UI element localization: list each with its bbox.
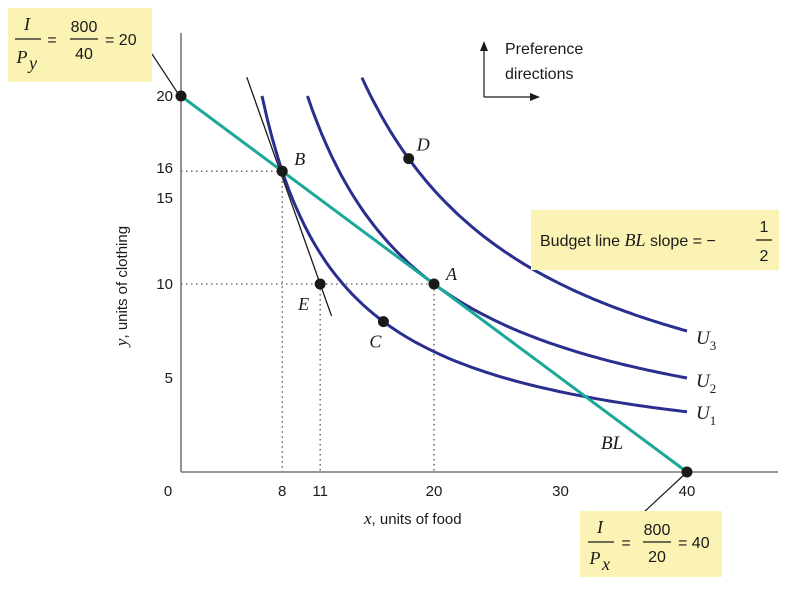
indifference-curve-u1 bbox=[260, 95, 688, 414]
guide-lines bbox=[181, 170, 435, 472]
preference-line1: Preference bbox=[505, 41, 583, 58]
py-eq1: = bbox=[47, 32, 56, 49]
point-c bbox=[377, 316, 389, 328]
point-label-c: C bbox=[369, 332, 382, 352]
px-eq2: = 40 bbox=[678, 535, 710, 552]
py-leader bbox=[151, 53, 180, 96]
y-tick-label: 15 bbox=[156, 190, 173, 207]
slope-box bbox=[531, 210, 779, 270]
px-num: 800 bbox=[644, 522, 671, 539]
y-axis-var: y bbox=[112, 338, 131, 348]
py-box bbox=[8, 8, 152, 82]
px-box bbox=[580, 511, 722, 577]
point-labels: A B C D E bbox=[294, 135, 458, 352]
y-axis-label: y, units of clothing bbox=[112, 226, 131, 348]
px-den: 20 bbox=[648, 549, 666, 566]
py-num: 800 bbox=[71, 19, 98, 36]
slope-text-1: Budget line bbox=[540, 233, 625, 250]
x-tick-label: 20 bbox=[426, 483, 443, 500]
slope-annotation: Budget line BL slope = − 1 2 bbox=[531, 210, 779, 270]
y-tick-label: 20 bbox=[156, 88, 173, 105]
x-tick-label: 11 bbox=[312, 483, 328, 500]
px-annotation: I P x = 800 20 = 40 bbox=[580, 472, 722, 577]
y-tick-label: 10 bbox=[156, 276, 173, 293]
x-tick-label: 30 bbox=[552, 483, 569, 500]
slope-den: 2 bbox=[760, 248, 769, 265]
point-d bbox=[403, 153, 415, 165]
slope-text: Budget line BL slope = − bbox=[540, 230, 716, 250]
y-tick-label: 5 bbox=[165, 370, 173, 387]
x-axis-label: x, units of food bbox=[363, 509, 462, 528]
y-tick-labels: 5 10 15 16 20 bbox=[156, 88, 173, 387]
x-tick-label: 40 bbox=[679, 483, 696, 500]
tangent-line bbox=[246, 76, 333, 317]
px-leader bbox=[642, 472, 687, 514]
px-I: I bbox=[596, 517, 604, 537]
py-P: P bbox=[16, 47, 28, 67]
curve-label-u3: U3 bbox=[696, 328, 716, 353]
y-axis-text: , units of clothing bbox=[114, 226, 131, 339]
curve-label-u2: U2 bbox=[696, 371, 716, 396]
x-tick-label: 8 bbox=[278, 483, 286, 500]
point-b bbox=[276, 165, 288, 177]
preference-directions: Preference directions bbox=[480, 41, 583, 101]
y-tick-label: 16 bbox=[156, 160, 173, 177]
px-P: P bbox=[589, 548, 601, 568]
indifference-curve-u2 bbox=[306, 95, 688, 380]
slope-bl: BL bbox=[625, 230, 646, 250]
py-annotation: I P y = 800 40 = 20 bbox=[8, 8, 180, 96]
arrow-right-icon bbox=[530, 93, 540, 101]
preference-line2: directions bbox=[505, 66, 573, 83]
point-e bbox=[314, 278, 326, 290]
curve-labels: BL U1 U2 U3 bbox=[601, 328, 716, 454]
py-eq2: = 20 bbox=[105, 32, 137, 49]
x-axis-var: x bbox=[363, 509, 372, 528]
point-label-e: E bbox=[297, 294, 309, 314]
point-label-d: D bbox=[416, 135, 430, 155]
px-eq1: = bbox=[621, 535, 630, 552]
data-points bbox=[175, 90, 693, 478]
point-label-a: A bbox=[445, 264, 458, 284]
px-P-sub: x bbox=[601, 554, 610, 574]
arrow-up-icon bbox=[480, 41, 488, 51]
slope-text-2: slope = − bbox=[646, 233, 716, 250]
point-a bbox=[428, 278, 440, 290]
py-P-sub: y bbox=[27, 53, 37, 73]
x-axis-text: , units of food bbox=[372, 511, 462, 528]
x-tick-labels: 0 8 11 20 30 40 bbox=[164, 483, 696, 500]
x-tick-label: 0 bbox=[164, 483, 172, 500]
indifference-curve-u3 bbox=[360, 76, 688, 333]
curve-label-u1: U1 bbox=[696, 403, 716, 428]
indifference-curves bbox=[260, 76, 688, 414]
budget-line-label: BL bbox=[601, 433, 623, 454]
slope-num: 1 bbox=[760, 219, 769, 236]
py-I: I bbox=[23, 14, 31, 34]
point-label-b: B bbox=[294, 149, 305, 169]
py-den: 40 bbox=[75, 46, 93, 63]
